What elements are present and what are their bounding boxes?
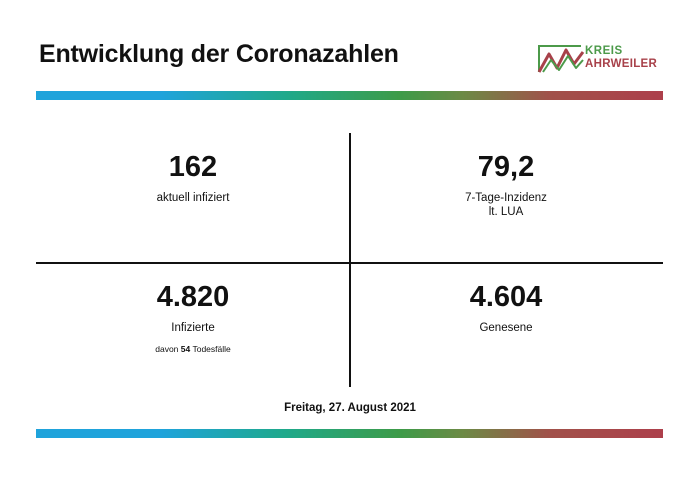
vertical-divider bbox=[349, 133, 351, 387]
stat-incidence: 79,2 7-Tage-Inzidenz lt. LUA bbox=[356, 150, 656, 219]
deaths-prefix: davon bbox=[155, 344, 179, 354]
stat-value: 4.604 bbox=[469, 281, 543, 313]
logo-line-ahrweiler: AHRWEILER bbox=[585, 58, 658, 70]
report-date: Freitag, 27. August 2021 bbox=[284, 402, 416, 414]
logo-mark-icon bbox=[537, 45, 585, 73]
stat-label-source: lt. LUA bbox=[488, 206, 524, 218]
deaths-suffix: Todesfälle bbox=[192, 344, 231, 354]
stat-infected-now: 162 aktuell infiziert bbox=[43, 150, 343, 205]
stat-recovered: 4.604 Genesene bbox=[356, 280, 656, 335]
stat-label: aktuell infiziert bbox=[156, 192, 230, 204]
stat-label: 7-Tage-Inzidenz bbox=[465, 192, 547, 204]
deaths-value: 54 bbox=[180, 344, 191, 354]
stat-label: Infizierte bbox=[171, 322, 215, 334]
bottom-gradient-bar bbox=[36, 429, 663, 438]
horizontal-divider bbox=[36, 262, 663, 264]
kreis-ahrweiler-logo: KREIS AHRWEILER bbox=[535, 40, 660, 76]
top-gradient-bar bbox=[36, 91, 663, 100]
logo-line-kreis: KREIS bbox=[585, 45, 623, 57]
page-title: Entwicklung der Coronazahlen bbox=[39, 40, 399, 68]
stat-value: 79,2 bbox=[477, 151, 535, 183]
stat-value: 162 bbox=[168, 151, 218, 183]
stat-value: 4.820 bbox=[156, 281, 230, 313]
deaths-note: davon 54 Todesfälle bbox=[43, 344, 343, 354]
stat-infected-total: 4.820 Infizierte davon 54 Todesfälle bbox=[43, 280, 343, 354]
stat-label: Genesene bbox=[479, 322, 533, 334]
